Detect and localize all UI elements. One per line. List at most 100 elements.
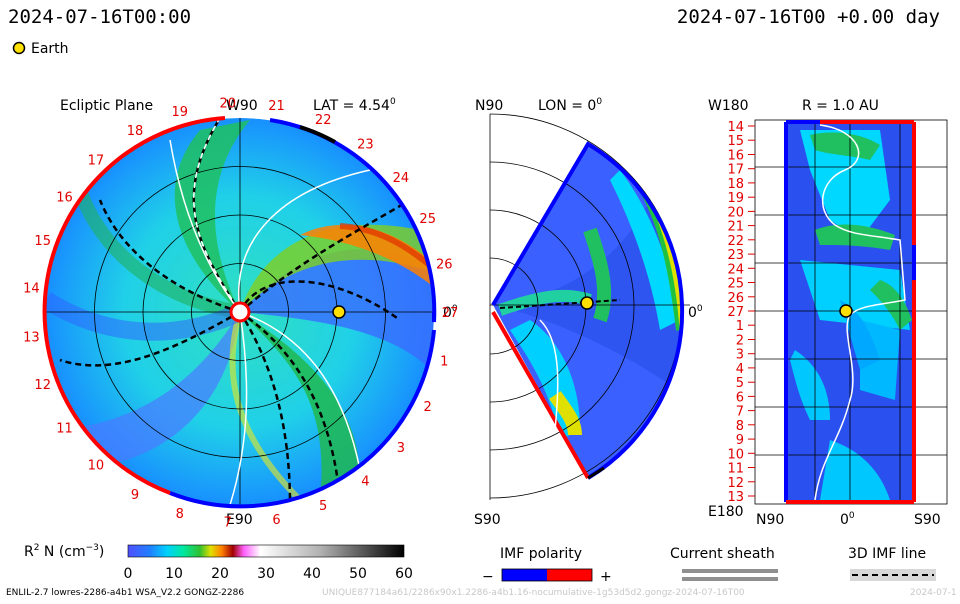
carrington-label: 9 (131, 488, 139, 503)
sphere-row-label: 10 (727, 447, 744, 462)
carrington-label: 20 (220, 96, 237, 111)
colorbar-tick-label: 40 (303, 566, 321, 582)
carrington-label: 2 (424, 400, 432, 415)
carrington-label: 1 (440, 354, 448, 369)
sphere-row-labels: 1415161718192021222324252627123456789101… (727, 120, 755, 505)
colorbar-tick-label: 10 (165, 566, 183, 582)
earth-legend-label: Earth (31, 41, 69, 57)
meridional-rim-negative (491, 141, 684, 307)
earth-marker-ecliptic (332, 305, 346, 319)
sphere-row-label: 25 (727, 277, 744, 292)
colorbar-ticks: 0 10 20 30 40 50 60 (124, 566, 413, 582)
carrington-label: 23 (357, 138, 374, 153)
sphere-row-label: 12 (727, 476, 744, 491)
footer-run-date: 2024-07-1 (910, 588, 957, 598)
sphere-bottom-left-label: E180 (708, 504, 744, 520)
colorbar-tick-label: 20 (211, 566, 229, 582)
earth-marker-sphere (839, 304, 853, 318)
carrington-label: 16 (56, 191, 73, 206)
carrington-label: 6 (272, 513, 280, 528)
sphere-row-label: 15 (727, 134, 744, 149)
carrington-label: 12 (34, 378, 51, 393)
ecliptic-bottom-label: E90 (226, 512, 253, 528)
imf-positive-swatch (547, 569, 592, 581)
current-sheath-title: Current sheath (670, 546, 775, 562)
sphere-title: R = 1.0 AU (802, 98, 879, 114)
carrington-label: 25 (419, 212, 436, 227)
imf-polarity-legend: IMF polarity − + (482, 546, 612, 585)
meridional-title: LON = 00 (538, 97, 602, 114)
sphere-row-label: 2 (736, 334, 744, 349)
sphere-row-label: 5 (736, 376, 744, 391)
sphere-row-label: 16 (727, 149, 744, 164)
sphere-row-label: 14 (727, 120, 744, 135)
colorbar-tick-label: 50 (349, 566, 367, 582)
colorbar-gradient (127, 544, 405, 558)
carrington-label: 27 (442, 306, 459, 321)
sphere-row-label: 9 (736, 433, 744, 448)
sphere-row-label: 22 (727, 234, 744, 249)
sphere-row-label: 21 (727, 220, 744, 235)
sphere-row-label: 18 (727, 177, 744, 192)
colorbar-label: R2 N (cm−3) (24, 543, 104, 560)
earth-legend-icon (12, 41, 26, 55)
sphere-row-label: 3 (736, 348, 744, 363)
carrington-label: 8 (176, 507, 184, 522)
sphere-row-label: 7 (736, 405, 744, 420)
current-sheath-legend: Current sheath (670, 546, 778, 581)
sphere-x-mid-label: 00 (840, 511, 855, 528)
sphere-row-label: 23 (727, 248, 744, 263)
sphere-row-label: 1 (736, 319, 744, 334)
sphere-row-label: 26 (727, 291, 744, 306)
imf-plus-label: + (600, 569, 612, 585)
meridional-top-label: N90 (475, 98, 503, 114)
carrington-label: 3 (397, 441, 405, 456)
carrington-label: 21 (268, 99, 285, 114)
meridional-density-map (493, 144, 684, 478)
carrington-label: 19 (172, 105, 189, 120)
ecliptic-rim-negative-2 (169, 329, 436, 509)
meridional-bottom-label: S90 (474, 512, 501, 528)
sphere-row-label: 6 (736, 390, 744, 405)
ecliptic-lat-label: LAT = 4.540 (313, 97, 396, 114)
meridional-right-label: 00 (688, 304, 703, 321)
carrington-label: 13 (23, 330, 40, 345)
carrington-label: 5 (319, 499, 327, 514)
sun-marker (229, 301, 251, 323)
ecliptic-rim-sheath (299, 125, 336, 144)
colorbar-tick-label: 60 (395, 566, 413, 582)
ecliptic-panel: Ecliptic Plane LAT = 4.540 W90 (23, 96, 458, 530)
carrington-label: 4 (361, 474, 369, 489)
colorbar-tick-label: 30 (257, 566, 275, 582)
carrington-label: 18 (127, 124, 144, 139)
sphere-sheath-line (814, 124, 906, 501)
meridional-rim-positive (491, 311, 590, 479)
meridional-sheath-line (539, 319, 559, 431)
current-sheath-swatch-1 (682, 569, 778, 573)
footer-model-info: ENLIL-2.7 lowres-2286-a4b1 WSA_V2.2 GONG… (6, 588, 244, 598)
imf-line-legend: 3D IMF line (848, 546, 936, 581)
sphere-row-label: 19 (727, 191, 744, 206)
carrington-label: 15 (34, 234, 51, 249)
sphere-row-label: 27 (727, 305, 744, 320)
carrington-label: 14 (23, 282, 40, 297)
meridional-rim-sheath (587, 466, 605, 480)
carrington-label: 7 (224, 516, 232, 531)
carrington-label: 10 (88, 459, 105, 474)
ecliptic-field-lines (59, 118, 411, 506)
timestamp-left: 2024-07-16T00:00 (8, 6, 191, 28)
meridional-panel: N90 LON = 00 00 S90 (474, 97, 703, 528)
imf-minus-label: − (482, 569, 494, 585)
current-sheath-swatch-2 (682, 577, 778, 581)
carrington-label: 22 (315, 113, 332, 128)
sphere-row-label: 8 (736, 419, 744, 434)
sphere-panel: W180 R = 1.0 AU (708, 98, 948, 528)
ecliptic-title: Ecliptic Plane (60, 98, 153, 114)
ecliptic-right-label: 00 (443, 304, 458, 321)
carrington-label: 24 (393, 171, 410, 186)
sphere-row-label: 13 (727, 490, 744, 505)
sphere-row-label: 4 (736, 362, 744, 377)
